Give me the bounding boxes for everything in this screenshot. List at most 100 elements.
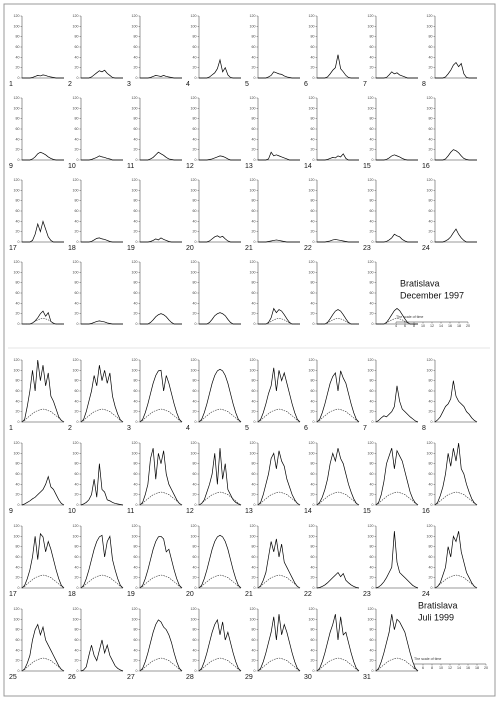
diffuse-line — [139, 408, 183, 423]
radiation-line — [258, 239, 300, 243]
y-tick-label: 0 — [313, 158, 315, 162]
radiation-line — [139, 448, 183, 506]
chart-subtitle: December 1997 — [400, 290, 464, 300]
radiation-line — [139, 369, 183, 423]
y-tick-label: 60 — [16, 209, 20, 213]
radiation-line — [199, 235, 241, 243]
y-tick-label: 60 — [75, 389, 79, 393]
time-scale-tick-label: 6 — [422, 666, 424, 670]
y-tick-label: 60 — [75, 638, 79, 642]
y-tick-label: 40 — [75, 399, 79, 403]
y-tick-label: 120 — [73, 524, 79, 528]
y-tick-label: 20 — [75, 148, 79, 152]
y-tick-label: 80 — [193, 35, 197, 39]
y-tick-label: 20 — [370, 576, 374, 580]
y-tick-label: 80 — [16, 117, 20, 121]
y-tick-label: 40 — [311, 301, 315, 305]
y-tick-label: 60 — [193, 638, 197, 642]
y-tick-label: 0 — [313, 76, 315, 80]
y-tick-label: 20 — [75, 66, 79, 70]
day-label: 7 — [363, 425, 367, 432]
y-tick-label: 120 — [14, 260, 20, 264]
y-tick-label: 60 — [193, 209, 197, 213]
time-scale-tick-label: 12 — [430, 324, 434, 328]
y-tick-label: 20 — [75, 312, 79, 316]
y-tick-label: 60 — [311, 127, 315, 131]
y-tick-label: 120 — [309, 260, 315, 264]
day-label: 19 — [127, 591, 135, 598]
time-scale-tick-label: 16 — [448, 324, 452, 328]
y-tick-label: 0 — [18, 420, 20, 424]
y-tick-label: 80 — [311, 462, 315, 466]
y-tick-label: 0 — [313, 669, 315, 673]
y-tick-label: 120 — [132, 178, 138, 182]
y-tick-label: 40 — [429, 482, 433, 486]
y-tick-label: 120 — [73, 96, 79, 100]
y-tick-label: 120 — [368, 358, 374, 362]
y-tick-label: 60 — [252, 209, 256, 213]
y-tick-label: 60 — [370, 555, 374, 559]
y-tick-label: 0 — [18, 158, 20, 162]
y-tick-label: 120 — [250, 607, 256, 611]
y-tick-label: 100 — [73, 188, 79, 192]
time-scale-label: The scale of time — [414, 657, 441, 661]
y-tick-label: 40 — [429, 399, 433, 403]
y-tick-label: 0 — [136, 669, 138, 673]
y-tick-label: 60 — [16, 472, 20, 476]
radiation-line — [375, 614, 419, 672]
time-scale-tick-label: 18 — [457, 324, 461, 328]
diffuse-line — [22, 318, 64, 325]
y-tick-label: 80 — [75, 199, 79, 203]
day-label: 7 — [363, 81, 367, 88]
y-tick-label: 40 — [429, 219, 433, 223]
y-tick-label: 0 — [77, 76, 79, 80]
y-tick-label: 120 — [309, 14, 315, 18]
radiation-line — [81, 155, 123, 161]
diffuse-line — [21, 408, 65, 423]
y-tick-label: 80 — [311, 35, 315, 39]
y-tick-label: 60 — [311, 291, 315, 295]
y-tick-label: 40 — [370, 137, 374, 141]
radiation-line — [198, 448, 242, 506]
y-tick-label: 60 — [134, 389, 138, 393]
y-tick-label: 20 — [75, 493, 79, 497]
y-tick-label: 100 — [73, 106, 79, 110]
y-tick-label: 0 — [195, 503, 197, 507]
y-tick-label: 60 — [134, 291, 138, 295]
y-tick-label: 0 — [195, 322, 197, 326]
day-label: 1 — [9, 81, 13, 88]
day-label: 13 — [245, 508, 253, 515]
y-tick-label: 120 — [368, 441, 374, 445]
day-label: 16 — [422, 508, 430, 515]
y-tick-label: 40 — [311, 482, 315, 486]
day-label: 2 — [68, 425, 72, 432]
y-tick-label: 40 — [134, 137, 138, 141]
y-tick-label: 100 — [309, 188, 315, 192]
y-tick-label: 100 — [132, 451, 138, 455]
y-tick-label: 120 — [368, 607, 374, 611]
y-tick-label: 20 — [134, 66, 138, 70]
radiation-line — [316, 571, 360, 589]
day-label: 3 — [127, 81, 131, 88]
y-tick-label: 20 — [311, 230, 315, 234]
y-tick-label: 100 — [14, 106, 20, 110]
diffuse-line — [198, 657, 242, 672]
y-tick-label: 80 — [75, 281, 79, 285]
day-label: 11 — [127, 163, 134, 170]
y-tick-label: 80 — [370, 379, 374, 383]
y-tick-label: 100 — [250, 270, 256, 274]
radiation-line — [80, 639, 124, 672]
y-tick-label: 0 — [136, 586, 138, 590]
y-tick-label: 100 — [250, 188, 256, 192]
y-tick-label: 100 — [250, 24, 256, 28]
y-tick-label: 80 — [75, 545, 79, 549]
y-tick-label: 20 — [134, 410, 138, 414]
y-tick-label: 100 — [368, 106, 374, 110]
y-tick-label: 80 — [311, 379, 315, 383]
diffuse-line — [316, 657, 360, 672]
y-tick-label: 0 — [431, 240, 433, 244]
day-label: 19 — [127, 245, 135, 252]
y-tick-label: 80 — [429, 35, 433, 39]
radiation-line — [198, 534, 242, 589]
y-tick-label: 80 — [370, 545, 374, 549]
